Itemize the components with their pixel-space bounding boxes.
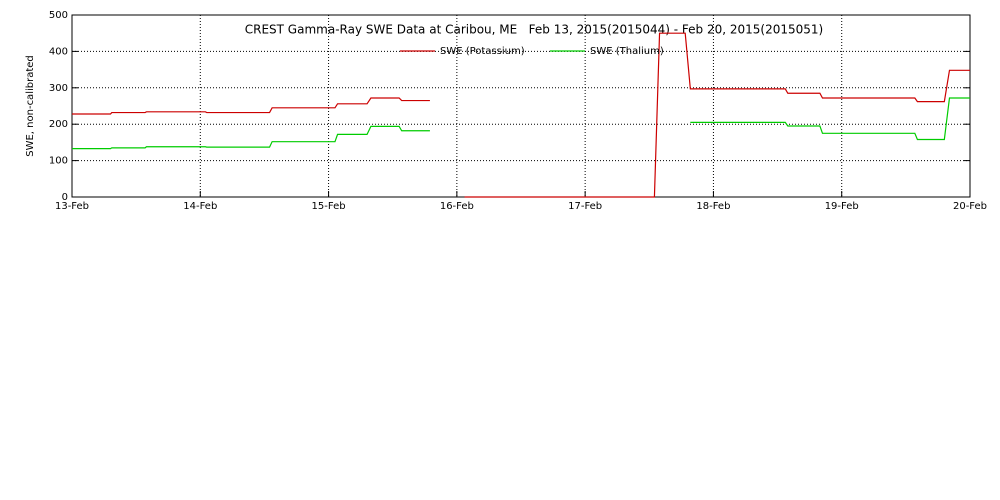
x-tick-label: 13-Feb	[55, 201, 89, 212]
legend-label: SWE (Thalium)	[590, 46, 664, 57]
y-tick-label: 300	[49, 83, 68, 94]
series-line	[72, 32, 970, 198]
x-tick-label: 20-Feb	[953, 201, 987, 212]
y-tick-label: 200	[49, 119, 68, 130]
x-tick-label: 16-Feb	[440, 201, 474, 212]
y-axis-label: SWE, non-calibrated	[25, 55, 36, 157]
series-line	[72, 97, 970, 150]
x-tick-label: 19-Feb	[825, 201, 859, 212]
chart-title: CREST Gamma-Ray SWE Data at Caribou, ME …	[245, 23, 823, 37]
y-tick-label: 400	[49, 46, 68, 57]
x-tick-label: 17-Feb	[568, 201, 602, 212]
y-tick-label: 500	[49, 10, 68, 21]
plot-frame	[71, 14, 971, 198]
y-tick-label: 0	[62, 192, 68, 203]
x-tick-label: 14-Feb	[183, 201, 217, 212]
legend-label: SWE (Potassium)	[440, 46, 525, 57]
x-tick-label: 15-Feb	[312, 201, 346, 212]
y-tick-label: 100	[49, 156, 68, 167]
x-tick-label: 18-Feb	[696, 201, 730, 212]
